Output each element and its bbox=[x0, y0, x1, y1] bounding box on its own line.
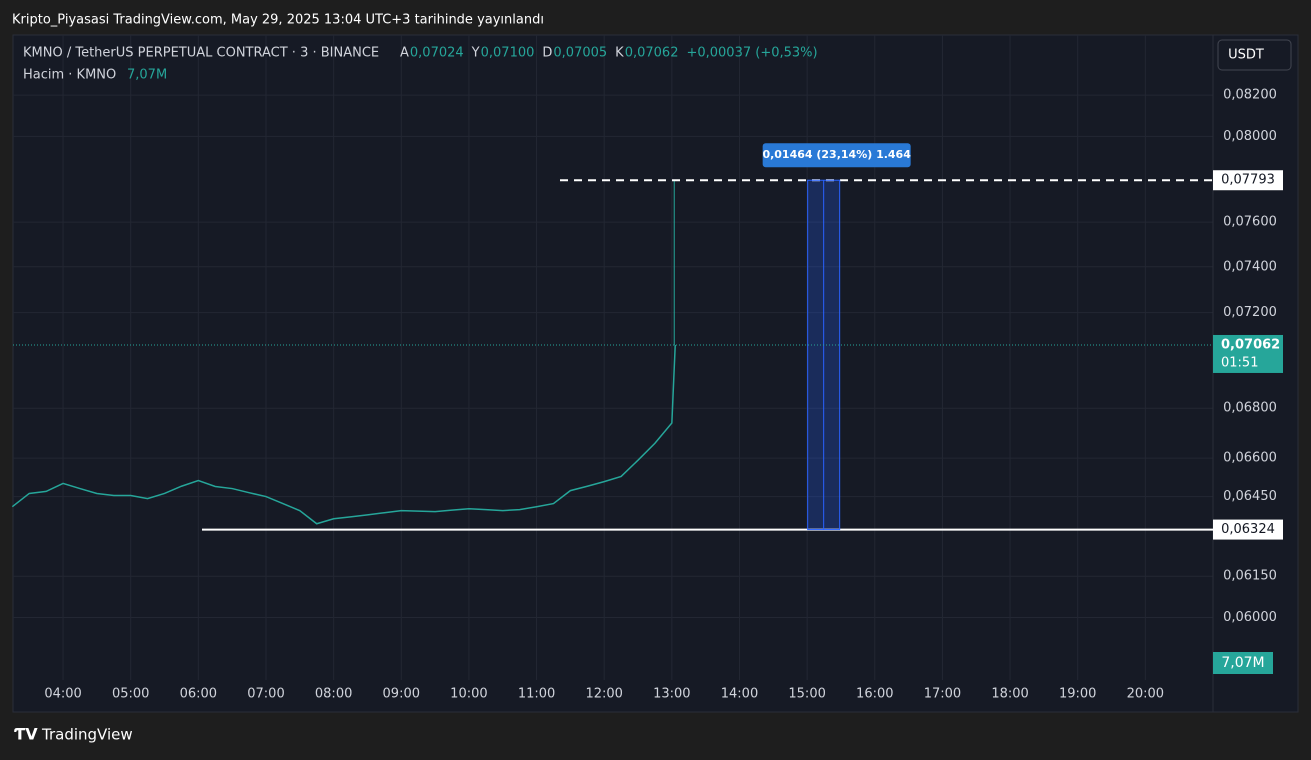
y-tick-label: 0,06800 bbox=[1223, 401, 1277, 416]
x-tick-label: 09:00 bbox=[383, 687, 420, 702]
price-badge bbox=[1213, 519, 1283, 540]
current-price-label: 0,07062 bbox=[1221, 337, 1280, 352]
x-tick-label: 04:00 bbox=[44, 687, 81, 702]
x-tick-label: 15:00 bbox=[788, 687, 825, 702]
ohlc-key: K bbox=[615, 46, 624, 61]
current-price-badge bbox=[1213, 334, 1283, 373]
volume-badge bbox=[1213, 652, 1273, 674]
logo-mark: ƬV bbox=[14, 725, 38, 744]
x-tick-label: 06:00 bbox=[180, 687, 217, 702]
x-tick-label: 18:00 bbox=[991, 687, 1028, 702]
ohlc-value: 0,07100 bbox=[481, 46, 535, 61]
ohlc-value: +0,00037 (+0,53%) bbox=[686, 46, 817, 61]
measure-label: 0,01464 (23,14%) 1.464 bbox=[762, 148, 911, 161]
ohlc-value: 0,07005 bbox=[553, 46, 607, 61]
x-tick-label: 11:00 bbox=[518, 687, 555, 702]
price-badge-label: 0,06324 bbox=[1221, 522, 1275, 537]
y-tick-label: 0,06150 bbox=[1223, 569, 1277, 584]
price-badge bbox=[1213, 170, 1283, 191]
x-tick-label: 07:00 bbox=[247, 687, 284, 702]
x-tick-label: 12:00 bbox=[585, 687, 622, 702]
y-tick-label: 0,08000 bbox=[1223, 129, 1277, 144]
y-tick-label: 0,06000 bbox=[1223, 610, 1277, 625]
x-tick-label: 13:00 bbox=[653, 687, 690, 702]
y-tick-label: 0,07200 bbox=[1223, 305, 1277, 320]
x-tick-label: 08:00 bbox=[315, 687, 352, 702]
y-tick-label: 0,07600 bbox=[1223, 215, 1277, 230]
currency-button[interactable] bbox=[1217, 39, 1292, 71]
publish-title: Kripto_Piyasasi TradingView.com, May 29,… bbox=[12, 13, 544, 28]
x-tick-label: 19:00 bbox=[1059, 687, 1096, 702]
price-line bbox=[11, 344, 676, 525]
ohlc-value: 0,07024 bbox=[410, 46, 464, 61]
ohlc-key: D bbox=[542, 46, 552, 61]
x-tick-label: 20:00 bbox=[1127, 687, 1164, 702]
x-tick-label: 17:00 bbox=[924, 687, 961, 702]
y-tick-label: 0,08200 bbox=[1223, 88, 1277, 103]
y-tick-label: 0,06600 bbox=[1223, 451, 1277, 466]
x-tick-label: 10:00 bbox=[450, 687, 487, 702]
volume-badge-label: 7,07M bbox=[1221, 655, 1264, 671]
symbol: KMNO / TetherUS PERPETUAL CONTRACT · 3 ·… bbox=[23, 46, 379, 61]
ohlc-value: 0,07062 bbox=[625, 46, 679, 61]
x-tick-label: 14:00 bbox=[721, 687, 758, 702]
x-tick-label: 05:00 bbox=[112, 687, 149, 702]
measure-label-bg bbox=[762, 143, 911, 168]
y-tick-label: 0,06450 bbox=[1223, 489, 1277, 504]
volume-name: Hacim · KMNO bbox=[23, 68, 116, 83]
countdown: 01:51 bbox=[1221, 355, 1258, 370]
footer-brand: TradingView bbox=[41, 726, 133, 744]
currency-label: USDT bbox=[1228, 48, 1264, 63]
volume-value: 7,07M bbox=[127, 68, 167, 83]
x-tick-label: 16:00 bbox=[856, 687, 893, 702]
chart-panel bbox=[12, 34, 1299, 713]
ohlc-key: Y bbox=[471, 46, 480, 61]
price-badge-label: 0,07793 bbox=[1221, 173, 1275, 188]
ohlc-key: A bbox=[400, 46, 409, 61]
y-tick-label: 0,07400 bbox=[1223, 259, 1277, 274]
